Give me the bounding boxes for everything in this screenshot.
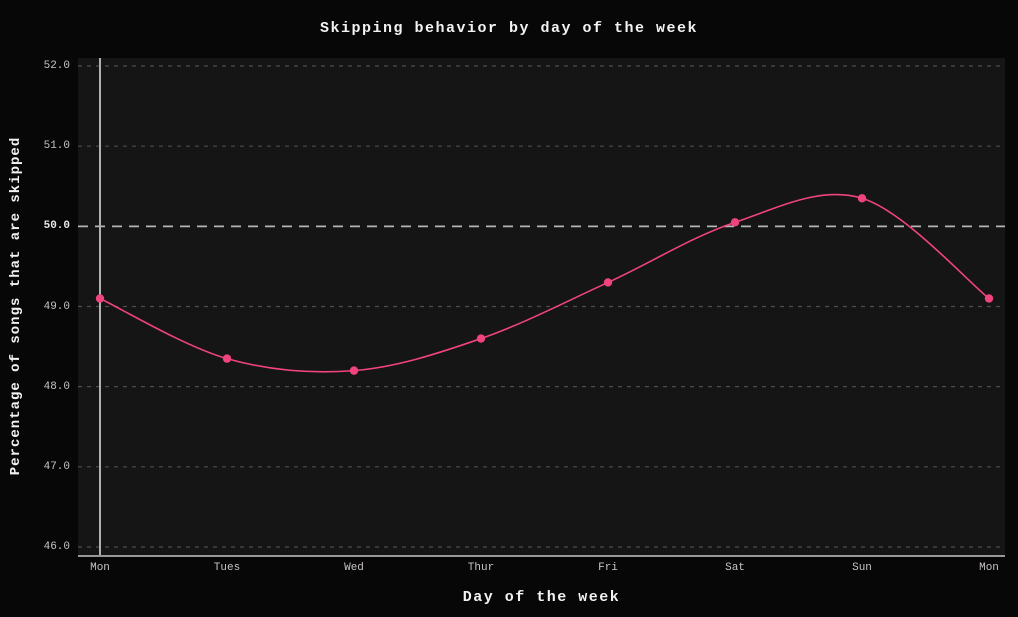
x-tick-label: Wed [344,562,364,574]
x-tick-label: Mon [979,562,999,574]
y-tick-label: 52.0 [43,60,70,73]
data-point [349,366,359,375]
data-point [476,334,486,343]
y-tick-label: 51.0 [43,140,70,153]
plot-area [78,58,1005,557]
y-tick-label: 46.0 [43,540,70,553]
data-point [603,278,613,287]
data-point [857,194,867,203]
x-tick-label: Sun [852,562,872,574]
chart-title: Skipping behavior by day of the week [319,20,699,37]
x-tick-label: Mon [90,562,110,574]
data-point [95,294,105,303]
data-point [984,294,994,303]
x-tick-label: Sat [725,562,745,574]
data-point [730,218,740,227]
x-tick-label: Tues [213,562,241,574]
y-tick-label: 48.0 [43,380,70,393]
y-tick-label: 49.0 [43,300,70,313]
data-line [99,193,990,373]
line-chart-canvas [78,58,1005,555]
x-tick-label: Fri [598,562,618,574]
y-tick-label: 50.0 [43,220,70,233]
x-axis-label: Day of the week [462,589,621,606]
y-tick-label: 47.0 [43,460,70,473]
data-point [222,354,232,363]
x-tick-label: Thur [467,562,495,574]
